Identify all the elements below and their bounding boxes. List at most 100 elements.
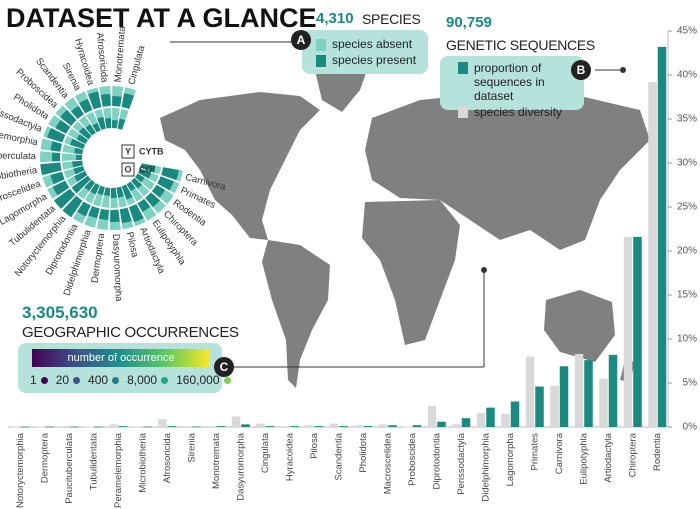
bar bbox=[94, 426, 103, 428]
x-tick-label: Didelphimorphia bbox=[480, 432, 491, 501]
ring-bar bbox=[70, 105, 84, 119]
bar bbox=[265, 426, 275, 427]
ring-bar bbox=[92, 122, 101, 133]
bar bbox=[559, 366, 569, 427]
bar bbox=[427, 405, 437, 427]
bar bbox=[133, 426, 143, 428]
ring-bar bbox=[128, 203, 144, 223]
bar bbox=[363, 426, 373, 427]
y-tick-label: 15% bbox=[677, 290, 697, 301]
ring-bar bbox=[112, 96, 122, 107]
size-label: 8,000 bbox=[127, 373, 158, 387]
ring-bar bbox=[121, 184, 133, 200]
bar bbox=[403, 426, 412, 428]
x-tick-label: Sirenia bbox=[186, 432, 197, 462]
bar bbox=[378, 424, 388, 427]
size-dot bbox=[112, 377, 120, 385]
ring-bar bbox=[85, 124, 96, 136]
order-label: Monotremata bbox=[113, 25, 129, 82]
y-tick-label: 35% bbox=[677, 114, 697, 125]
x-tick-label: Macroscelidea bbox=[382, 432, 393, 494]
size-dot bbox=[73, 377, 81, 385]
ring-bar bbox=[78, 127, 92, 140]
legend-label: species absent bbox=[332, 37, 413, 51]
bar bbox=[182, 426, 192, 427]
bar bbox=[501, 413, 510, 427]
ring-name: CYTB bbox=[139, 146, 164, 156]
bar-chart: 0% 5% 10% 15% 20% 25% 30% 35% 40% 45% Notoryctemor… bbox=[8, 26, 697, 508]
sequences-legend: proportion of sequences in dataset specie… bbox=[458, 61, 576, 121]
ring-bar bbox=[73, 165, 85, 175]
x-tick-label: Paucituberculata bbox=[64, 432, 75, 503]
ring-bar bbox=[135, 173, 145, 183]
connector-dot bbox=[620, 67, 626, 73]
bar bbox=[118, 426, 128, 427]
bar bbox=[290, 426, 299, 427]
order-label: Pilosa bbox=[124, 231, 141, 259]
ring-bar bbox=[137, 198, 151, 213]
connector-dot bbox=[481, 267, 487, 273]
species-legend: species absent species present bbox=[316, 36, 416, 68]
ring-bar bbox=[77, 201, 91, 217]
ring-key: O bbox=[124, 164, 131, 174]
bar bbox=[20, 426, 30, 428]
ring-bar bbox=[109, 209, 120, 222]
ring-bar bbox=[126, 181, 136, 192]
species-label: SPECIES bbox=[362, 11, 421, 27]
ring-bar bbox=[88, 91, 102, 110]
x-tick-label: Afrosoricida bbox=[162, 432, 173, 483]
size-legend: 1 20 400 8,000 160,000 bbox=[30, 373, 231, 387]
x-tick-label: Dasyuromorpha bbox=[235, 432, 246, 500]
y-tick-label: 25% bbox=[677, 202, 697, 213]
color-scale: number of occurrence bbox=[32, 349, 210, 367]
ring-bar bbox=[131, 177, 143, 189]
legend-entry: proportion of sequences in dataset bbox=[458, 61, 576, 103]
x-tick-label: Dermoptera bbox=[39, 432, 50, 483]
world-map bbox=[160, 56, 650, 388]
bar bbox=[633, 236, 642, 427]
species-count: 4,310 bbox=[316, 10, 354, 27]
ring-bar bbox=[47, 127, 66, 143]
x-tick-label: Carnivora bbox=[554, 432, 565, 474]
ring-bar bbox=[71, 175, 91, 194]
x-tick-label: Rodentia bbox=[652, 432, 663, 471]
ring-bar bbox=[70, 138, 86, 150]
x-tick-label: Notoryctemorphia bbox=[15, 432, 26, 508]
ring-bar bbox=[50, 171, 65, 185]
ring-bar bbox=[112, 120, 118, 129]
order-label: Cingulata bbox=[126, 44, 147, 86]
sequences-count: 90,759 bbox=[446, 14, 492, 31]
ring-bar bbox=[116, 186, 124, 198]
bar bbox=[476, 412, 486, 427]
bar bbox=[657, 46, 667, 428]
ring-bar bbox=[104, 118, 112, 129]
marker: C bbox=[214, 357, 234, 377]
x-tick-label: Peramelemorphia bbox=[113, 432, 124, 508]
order-label: Dasyuromorpha bbox=[110, 234, 124, 303]
ring-bar bbox=[100, 94, 111, 107]
occurrences-label: GEOGRAPHIC OCCURRENCES bbox=[22, 324, 239, 341]
ring-bar bbox=[55, 119, 71, 134]
x-tick-label: Eulipotyphla bbox=[578, 432, 589, 484]
y-tick-label: 30% bbox=[677, 158, 697, 169]
y-tick-label: 20% bbox=[677, 246, 697, 257]
bar bbox=[648, 82, 657, 427]
species-box: species absent species present bbox=[302, 30, 428, 74]
size-label: 160,000 bbox=[176, 373, 220, 387]
y-tick-label: 40% bbox=[677, 70, 697, 81]
ring-key-box bbox=[121, 162, 135, 177]
size-label: 400 bbox=[88, 373, 109, 387]
ring-key: Y bbox=[125, 146, 131, 156]
x-tick-label: Lagomorpha bbox=[505, 432, 516, 486]
bar bbox=[412, 425, 422, 427]
bar bbox=[461, 418, 471, 427]
ring-bar bbox=[103, 187, 111, 196]
bar bbox=[280, 426, 290, 427]
x-tick-label: Scandentia bbox=[333, 432, 344, 480]
legend-entry: species absent bbox=[316, 36, 416, 52]
ring-bar bbox=[138, 168, 152, 179]
ring-name: COI bbox=[139, 164, 155, 174]
bar bbox=[35, 426, 45, 428]
y-tick-label: 0% bbox=[683, 422, 698, 433]
